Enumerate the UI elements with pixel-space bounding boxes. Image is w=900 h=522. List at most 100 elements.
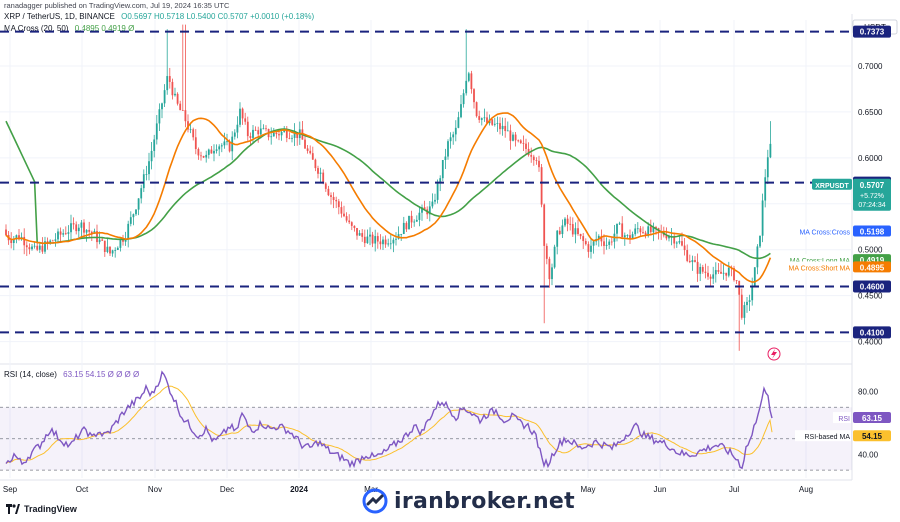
candle-body (244, 118, 247, 122)
candle-body (501, 125, 504, 130)
candle-body (337, 201, 340, 208)
candle-body (220, 145, 223, 147)
candle-body (512, 134, 514, 141)
candle-body (603, 241, 605, 246)
ma-label-name: MA Cross:Short MA (789, 265, 851, 272)
candle-body (652, 226, 655, 233)
ma-legend-line[interactable]: MA Cross (20, 50) 0.4895 0.4919 Ø (4, 24, 134, 33)
candle-body (665, 235, 668, 239)
rsi-value-box (853, 412, 891, 424)
candle-body (293, 131, 296, 138)
candle-body (236, 124, 239, 133)
level-label-box (853, 25, 891, 38)
candle-body (434, 199, 436, 202)
rsi-ma-value-box (853, 430, 891, 442)
candle-body (688, 260, 691, 263)
candle-body (51, 240, 54, 242)
candle-body (480, 118, 483, 120)
level-label-box (853, 326, 891, 339)
time-tick-label: Sep (3, 485, 18, 494)
candle-body (439, 178, 442, 183)
candle-body (200, 155, 202, 157)
candle-body (587, 244, 590, 252)
candle-body (636, 228, 639, 230)
candle-body (215, 149, 218, 151)
candle-body (642, 232, 644, 233)
candle-body (210, 149, 213, 154)
candle-body (127, 223, 130, 239)
candle-body (254, 129, 257, 131)
candle-body (535, 160, 538, 161)
candle-body (467, 73, 470, 81)
moving-averages (5, 112, 772, 283)
candle-body (519, 140, 522, 143)
candle-body (168, 76, 171, 82)
candle-body (353, 225, 356, 228)
candle-body (431, 201, 434, 207)
candle-body (77, 227, 80, 232)
candle-body (746, 301, 748, 306)
candle-body (525, 143, 527, 149)
candle-body (605, 244, 608, 246)
candle-body (197, 149, 200, 156)
candle-body (579, 233, 582, 237)
candle-body (376, 236, 379, 242)
candle-body (655, 226, 657, 229)
candle-body (106, 246, 109, 252)
candle-body (530, 155, 533, 157)
candle-body (759, 235, 761, 247)
candle-body (668, 236, 670, 239)
candle-body (155, 123, 158, 140)
rsi-legend-line[interactable]: RSI (14, close) 63.15 54.15 Ø Ø Ø Ø (4, 370, 139, 379)
candle-body (176, 93, 179, 104)
candle-body (686, 250, 689, 261)
last-price-timer: 07:24:34 (858, 202, 885, 209)
candle-body (574, 228, 577, 235)
candle-body (470, 73, 473, 90)
candle-body (161, 103, 163, 110)
time-tick-label: Nov (148, 485, 162, 494)
candle-body (506, 130, 509, 132)
candle-body (317, 168, 319, 174)
candle-body (608, 241, 611, 245)
time-tick-label: Aug (799, 485, 813, 494)
candle-body (626, 235, 629, 236)
candle-body (712, 274, 715, 279)
candle-body (101, 239, 104, 241)
ma-label-bg (780, 261, 851, 273)
candle-body (753, 267, 756, 287)
candle-body (119, 239, 122, 248)
candle-body (332, 196, 335, 200)
candle-body (218, 146, 221, 150)
candle-body (392, 239, 395, 244)
rsi-legend-values: 63.15 54.15 Ø Ø Ø Ø (63, 370, 140, 379)
candle-body (111, 250, 114, 254)
candle-body (241, 108, 244, 119)
candle-body (592, 241, 595, 246)
candle-body (291, 137, 293, 139)
candle-body (610, 241, 613, 243)
price-tick-label: 0.6500 (858, 108, 883, 117)
candle-body (423, 207, 426, 210)
candle-body (348, 220, 351, 223)
ohlc-values: O0.5697 H0.5718 L0.5400 C0.5707 +0.0010 … (121, 12, 315, 21)
candle-body (540, 167, 543, 205)
candle-body (369, 234, 371, 237)
ma-label-name: MA Cross:Cross (799, 230, 850, 237)
candle-body (761, 200, 764, 236)
candle-body (558, 230, 561, 235)
price-tick-label: 0.5000 (858, 246, 883, 255)
rsi-ma-label-name: RSI-based MA (804, 434, 850, 441)
candle-body (163, 90, 166, 104)
candle-body (694, 260, 696, 262)
candle-body (447, 141, 449, 157)
candle-body (233, 132, 236, 137)
footer-brand[interactable]: TradingView (6, 504, 77, 514)
candle-body (239, 108, 241, 125)
candle-body (405, 222, 408, 230)
candle-body (194, 137, 197, 150)
candle-body (673, 236, 676, 244)
candle-body (363, 236, 366, 244)
candle-body (475, 102, 478, 117)
